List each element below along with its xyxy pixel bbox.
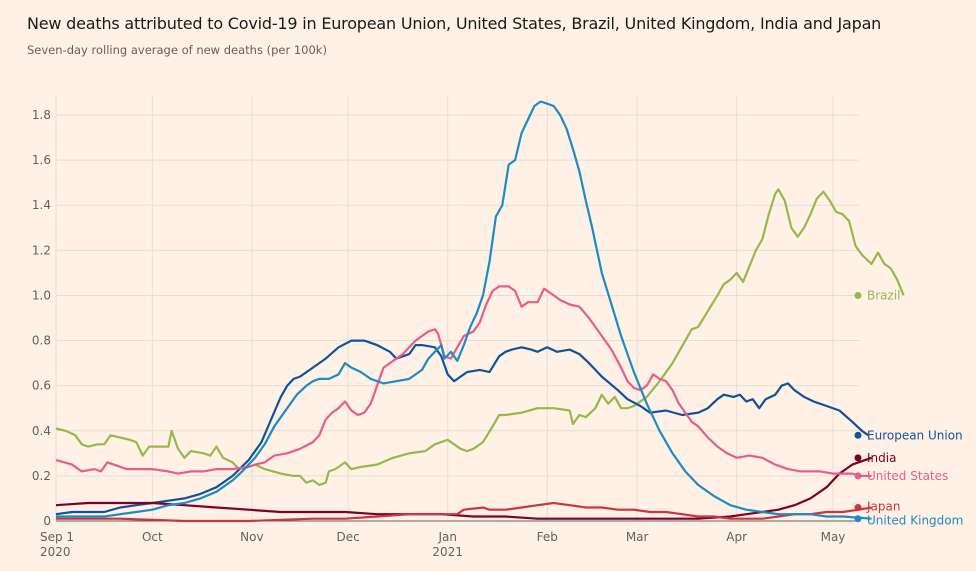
series-line-united-kingdom: [56, 100, 872, 520]
series-end-marker-european-union: [854, 431, 862, 439]
y-tick-label: 0.2: [32, 469, 51, 483]
y-tick-label: 1.0: [32, 288, 51, 302]
y-tick-label: 1.4: [32, 198, 51, 212]
y-tick-label: 0.6: [32, 379, 51, 393]
x-tick-label: May: [821, 530, 846, 544]
series-end-marker-brazil: [854, 291, 862, 299]
y-tick-label: 1.8: [32, 108, 51, 122]
series-label-european-union: European Union: [867, 428, 963, 442]
x-tick-sublabel: 2021: [432, 545, 463, 559]
gridlines: [55, 95, 860, 521]
chart-subtitle: Seven-day rolling average of new deaths …: [27, 43, 327, 57]
series-label-japan: Japan: [866, 499, 900, 513]
x-tick-label: Oct: [142, 530, 163, 544]
y-tick-label: 1.2: [32, 243, 51, 257]
x-tick-label: Mar: [626, 530, 649, 544]
y-tick-label: 1.6: [32, 153, 51, 167]
y-tick-label: 0.4: [32, 424, 51, 438]
series-label-united-states: United States: [867, 469, 948, 483]
series-labels: Brazil European Union India United States Ja…: [854, 288, 963, 528]
x-tick-label: Nov: [240, 530, 263, 544]
y-tick-label: 0: [43, 514, 51, 528]
x-tick-label: Apr: [726, 530, 747, 544]
x-tick-label: Feb: [537, 530, 558, 544]
x-tick-label: Dec: [337, 530, 360, 544]
x-tick-label: Jan: [437, 530, 457, 544]
series-label-india: India: [867, 451, 896, 465]
series-line-european-union: [55, 339, 869, 516]
x-tick-sublabel: 2020: [40, 545, 71, 559]
series-end-marker-japan: [854, 503, 862, 511]
series-line-india: [55, 456, 872, 520]
series-end-marker-united-states: [854, 472, 862, 480]
series-line-united-states: [55, 285, 872, 477]
series-label-brazil: Brazil: [867, 288, 901, 302]
chart-title: New deaths attributed to Covid-19 in Eur…: [27, 14, 882, 33]
series-line-brazil: [55, 188, 905, 486]
series-label-united-kingdom: United Kingdom: [867, 514, 963, 528]
y-tick-label: 0.8: [32, 334, 51, 348]
series-lines: [55, 100, 905, 523]
series-end-marker-india: [854, 454, 862, 462]
series-line-japan: [56, 501, 872, 523]
x-tick-label: Sep 1: [40, 530, 74, 544]
series-end-marker-united-kingdom: [854, 515, 862, 523]
y-axis: 0 0.2 0.4 0.6 0.8 1.0 1.2 1.4 1.6 1.8: [32, 108, 51, 528]
